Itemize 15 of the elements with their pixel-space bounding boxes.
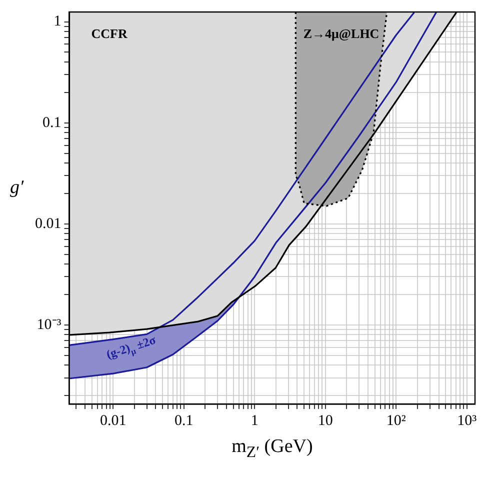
x-tick-label: 10³ — [457, 412, 478, 429]
x-tick-label: 10² — [386, 412, 406, 429]
y-tick-label: 1 — [54, 14, 62, 30]
series-label: Z→4μ@LHC — [303, 26, 380, 41]
y-tick-label: 10⁻³ — [36, 316, 62, 333]
x-axis-title: m$_{Z′}$ (GeV) — [232, 436, 313, 462]
y-tick-label: 0.01 — [35, 216, 62, 232]
series-label: CCFR — [91, 26, 128, 41]
x-tick-label: 1 — [250, 412, 258, 429]
x-tick-label: 0.1 — [174, 412, 194, 429]
x-tick-label: 0.01 — [100, 412, 126, 429]
text: (g-2)μ ±2σ — [104, 332, 158, 362]
y-axis-title: g′ — [10, 177, 24, 199]
y-tick-label: 0.1 — [42, 114, 62, 131]
x-tick-label: 10 — [318, 412, 333, 429]
